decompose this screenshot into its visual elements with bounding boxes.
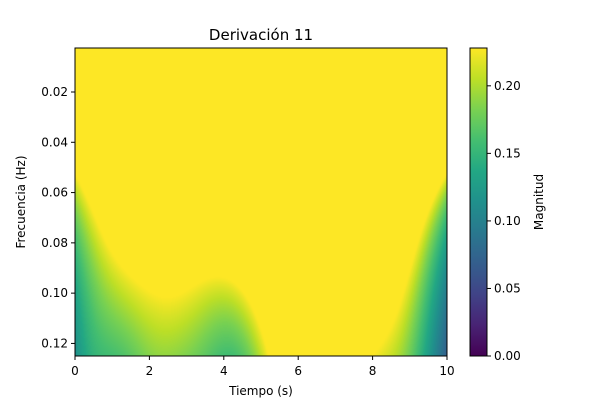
colorbar-label: Magnitud: [532, 174, 546, 230]
colorbar-tick-label: 0.00: [494, 349, 521, 363]
y-axis: 0.02 0.04 0.06 0.08 0.10 0.12: [41, 85, 75, 350]
heatmap-canvas-wrapper: [75, 48, 447, 356]
colorbar-tick-label: 0.10: [494, 214, 521, 228]
x-tick-label: 0: [71, 364, 79, 378]
chart-title: Derivación 11: [209, 26, 313, 44]
heatmap: [75, 48, 447, 356]
y-tick-label: 0.10: [41, 286, 68, 300]
colorbar-axis: 0.00 0.05 0.10 0.15 0.20: [487, 79, 521, 363]
colorbar: [469, 47, 488, 357]
x-tick-label: 4: [220, 364, 228, 378]
x-axis: 0 2 4 6 8 10: [71, 356, 455, 378]
plot-frame: [74, 47, 448, 357]
x-tick-label: 10: [439, 364, 454, 378]
y-tick-label: 0.06: [41, 186, 68, 200]
y-tick-label: 0.04: [41, 135, 68, 149]
x-tick-label: 6: [294, 364, 302, 378]
y-tick-label: 0.12: [41, 336, 68, 350]
y-axis-label: Frecuencia (Hz): [14, 155, 28, 248]
colorbar-tick-label: 0.20: [494, 79, 521, 93]
x-tick-label: 8: [369, 364, 377, 378]
x-axis-label: Tiempo (s): [228, 384, 293, 398]
x-tick-label: 2: [146, 364, 154, 378]
y-tick-label: 0.02: [41, 85, 68, 99]
colorbar-tick-label: 0.05: [494, 281, 521, 295]
colorbar-tick-label: 0.15: [494, 146, 521, 160]
y-tick-label: 0.08: [41, 236, 68, 250]
